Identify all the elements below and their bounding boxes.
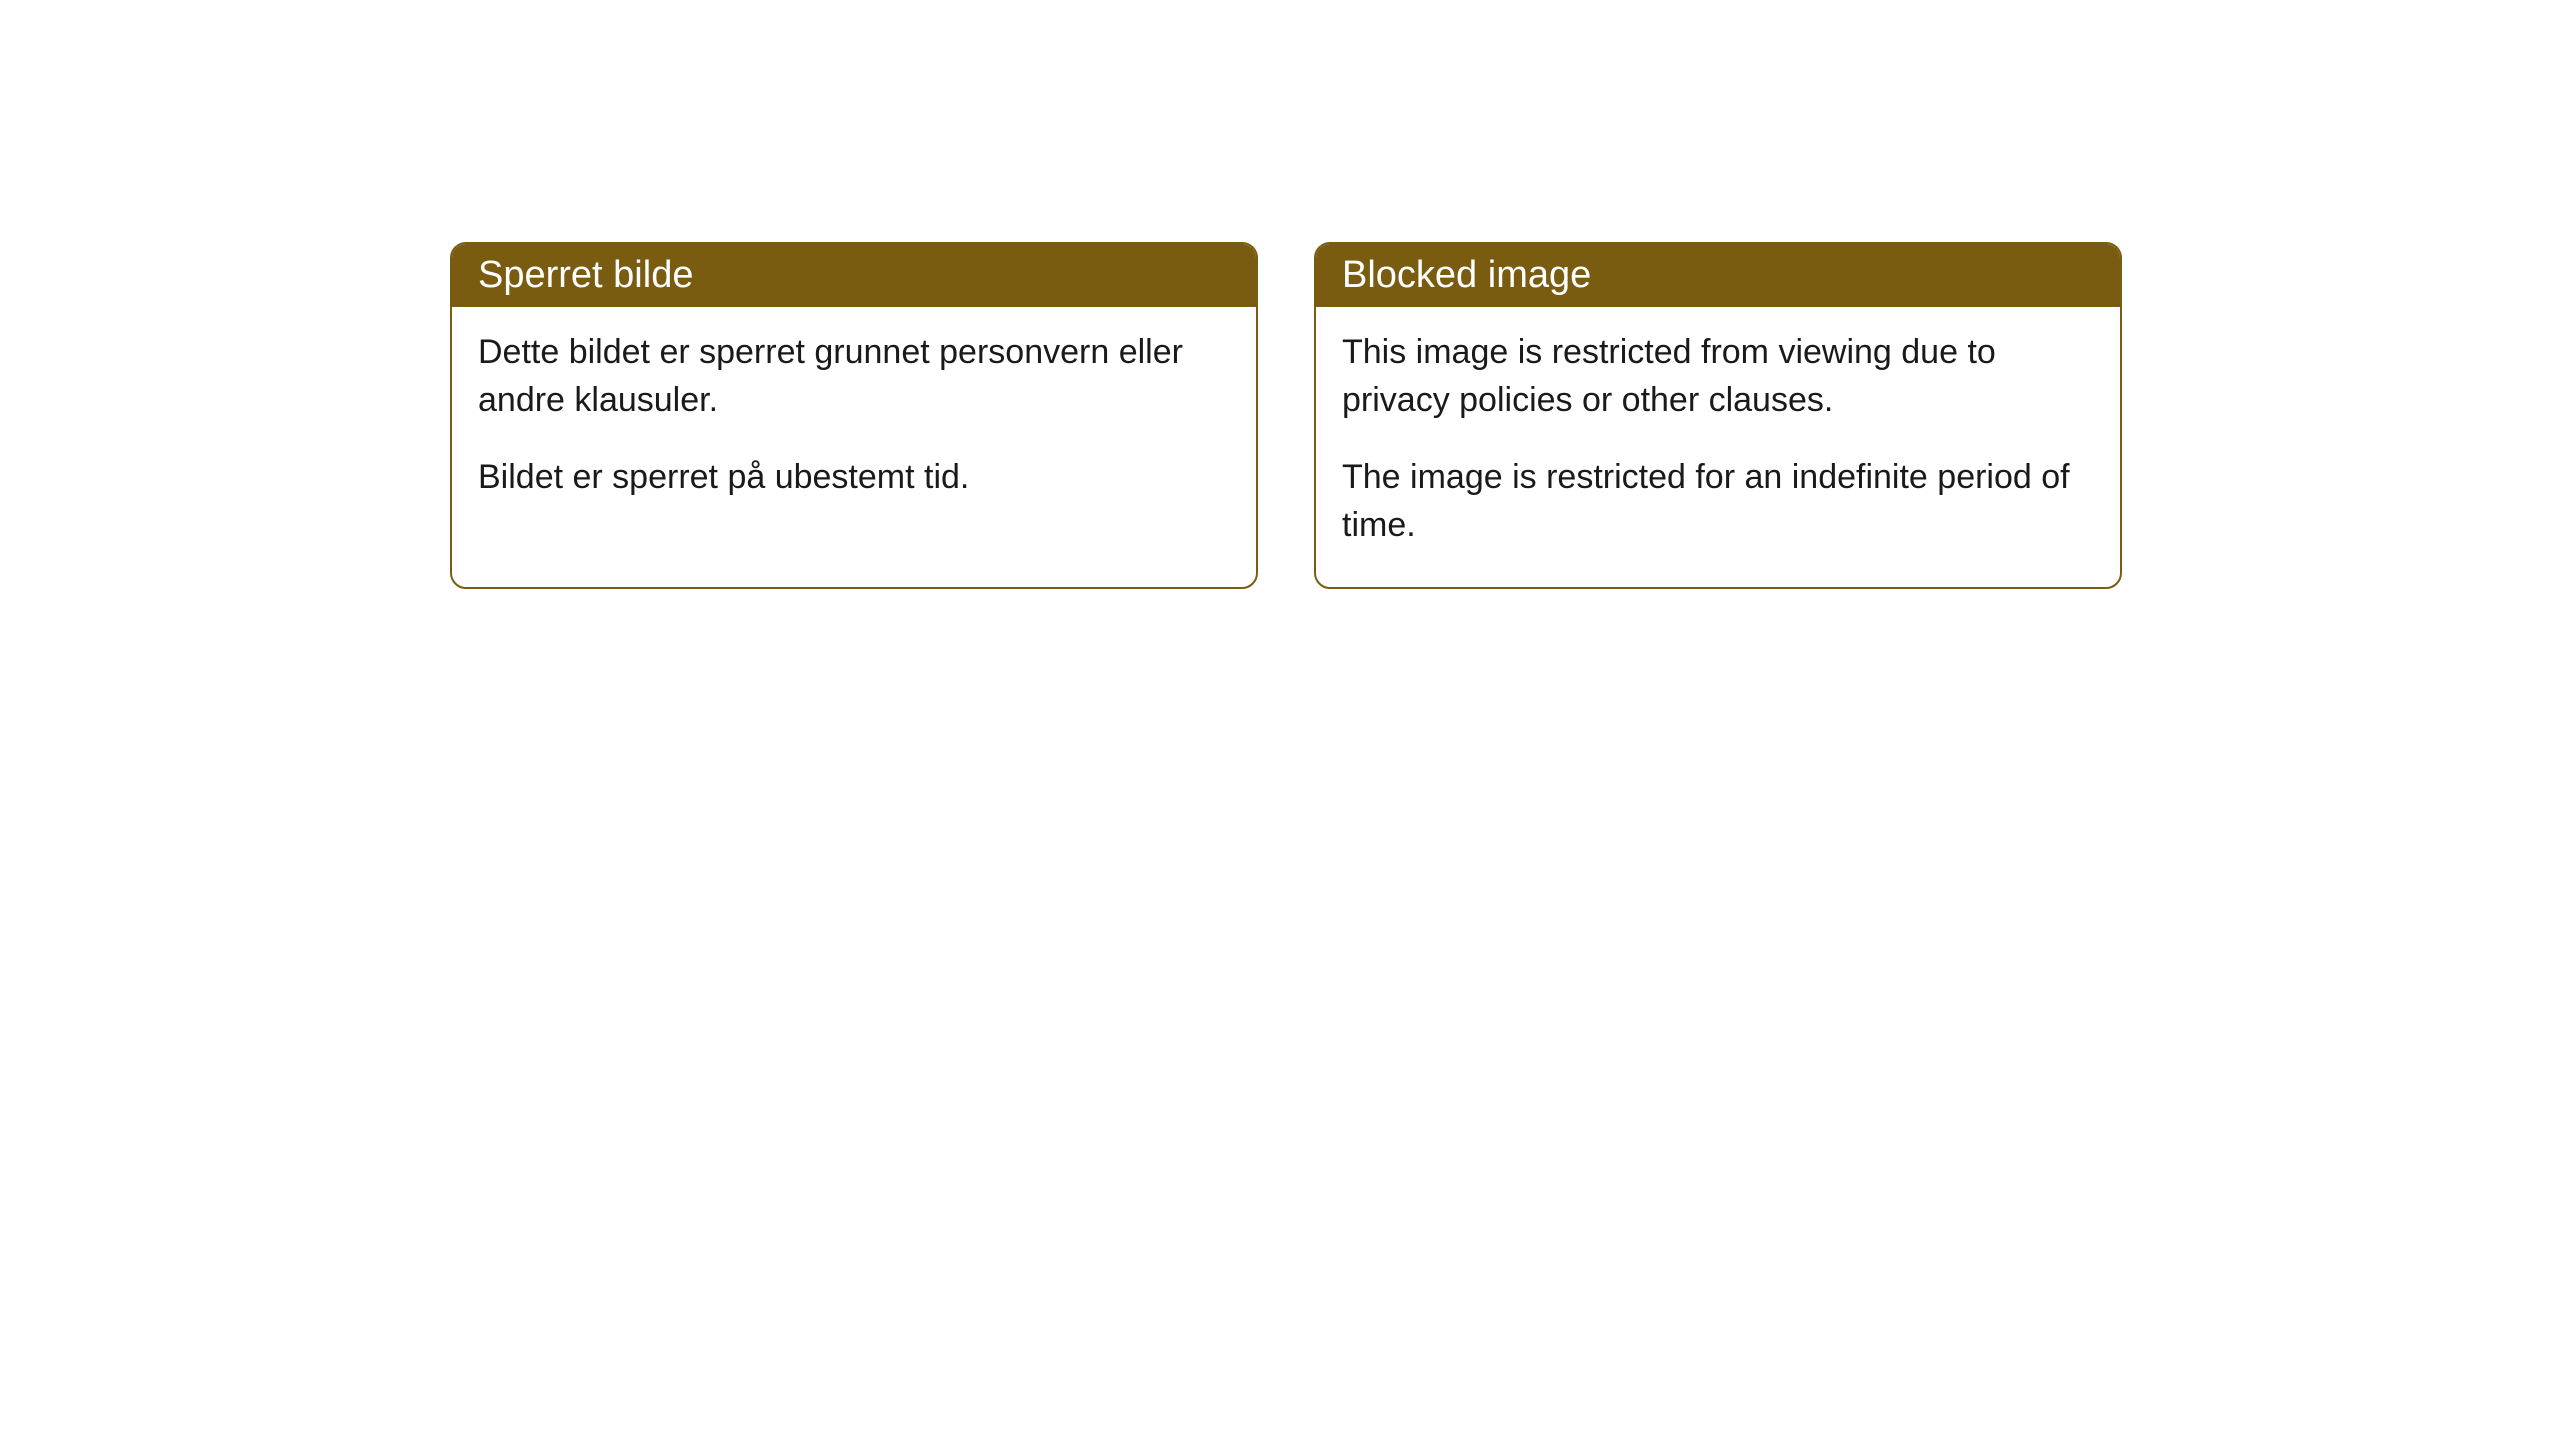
card-paragraph: Bildet er sperret på ubestemt tid. <box>478 454 1230 502</box>
blocked-image-card-english: Blocked image This image is restricted f… <box>1314 242 2122 589</box>
card-paragraph: Dette bildet er sperret grunnet personve… <box>478 329 1230 424</box>
blocked-image-card-norwegian: Sperret bilde Dette bildet er sperret gr… <box>450 242 1258 589</box>
card-paragraph: The image is restricted for an indefinit… <box>1342 454 2094 549</box>
card-body-english: This image is restricted from viewing du… <box>1316 307 2120 587</box>
card-paragraph: This image is restricted from viewing du… <box>1342 329 2094 424</box>
card-header-english: Blocked image <box>1316 244 2120 307</box>
notice-cards-container: Sperret bilde Dette bildet er sperret gr… <box>450 242 2122 589</box>
card-header-norwegian: Sperret bilde <box>452 244 1256 307</box>
card-body-norwegian: Dette bildet er sperret grunnet personve… <box>452 307 1256 540</box>
